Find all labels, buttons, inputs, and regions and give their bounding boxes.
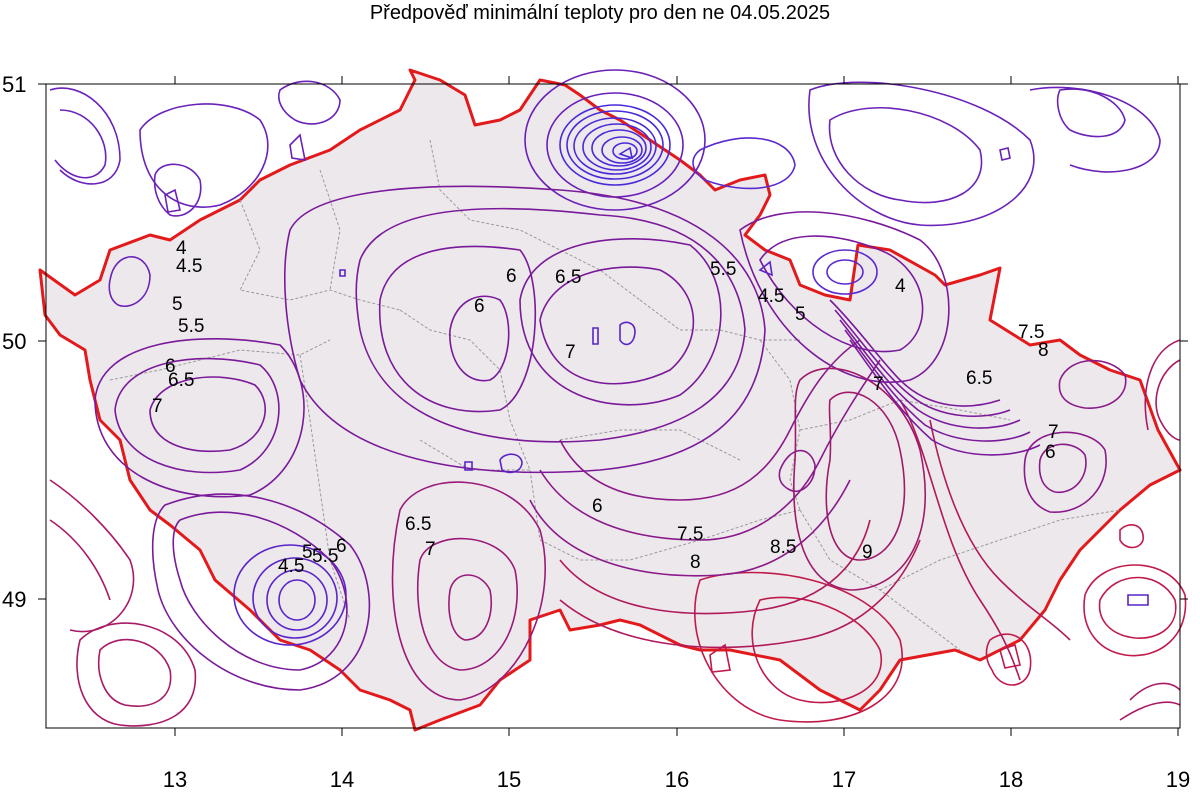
x-tick-label: 19 [1166, 767, 1190, 792]
x-tick-label: 16 [665, 767, 689, 792]
y-tick-labels: 51 50 49 [2, 72, 26, 612]
x-tick-label: 18 [999, 767, 1023, 792]
x-tick-label: 17 [832, 767, 856, 792]
contour-label: 5.5 [312, 546, 338, 567]
y-tick-label: 49 [2, 587, 26, 612]
contour-label: 8.5 [770, 537, 796, 558]
y-tick-label: 50 [2, 329, 26, 354]
contour-cluster-moravia [778, 359, 1127, 513]
contour-label: 6 [165, 356, 176, 377]
contour-label: 7.5 [677, 524, 703, 545]
x-tick-label: 14 [330, 767, 354, 792]
contour-label: 6 [592, 496, 603, 517]
contour-label: 5 [172, 294, 183, 315]
contour-label: 4.5 [176, 256, 202, 277]
contour-label: 7 [425, 539, 436, 560]
contour-label: 6.5 [168, 370, 194, 391]
contour-label: 6 [474, 296, 485, 317]
contour-cluster-west [94, 338, 305, 498]
x-tick-label: 13 [163, 767, 187, 792]
country-shape [38, 68, 1182, 732]
contour-cluster-south [391, 481, 546, 701]
contour-label: 5 [795, 304, 806, 325]
contour-label: 9 [862, 542, 873, 563]
contour-label: 8 [1038, 340, 1049, 361]
contour-label: 7.5 [1018, 322, 1044, 343]
contour-label: 4 [176, 238, 187, 259]
contour-band-east [829, 299, 1041, 456]
contour-label: 5.5 [710, 259, 736, 280]
contour-label: 5.5 [178, 316, 204, 337]
contour-label: 6.5 [966, 368, 992, 389]
y-axis [38, 83, 1188, 600]
x-axis [174, 76, 1179, 736]
y-tick-label: 51 [2, 72, 26, 97]
contour-label: 7 [565, 342, 576, 363]
x-tick-labels: 13 14 15 16 17 18 19 [163, 767, 1190, 792]
contour-label: 6 [506, 266, 517, 287]
contour-label: 6 [1045, 442, 1056, 463]
map-title: Předpověď minimální teploty pro den ne 0… [369, 2, 831, 24]
contour-label: 7 [1048, 422, 1059, 443]
contour-outer [49, 80, 1161, 307]
contour-cluster-krkonose [559, 104, 671, 186]
contour-label: 6.5 [555, 267, 581, 288]
contour-cluster-sumava [233, 544, 347, 646]
contour-lines [49, 69, 1187, 727]
x-tick-label: 15 [497, 767, 521, 792]
contour-label: 8 [690, 552, 701, 573]
contour-labels: 4 4.5 5 5.5 6 6.5 7 6 6.5 6 7 5.5 4.5 5 … [152, 238, 1059, 577]
contour-cluster-central [284, 185, 766, 474]
contour-cluster-northeast [692, 137, 878, 295]
contour-label: 5 [302, 542, 313, 563]
contour-label: 4.5 [758, 286, 784, 307]
contour-label: 7 [152, 396, 163, 417]
contour-label: 6 [336, 536, 347, 557]
contour-label: 7 [873, 374, 884, 395]
contour-label: 4.5 [278, 556, 304, 577]
contour-label: 4 [895, 276, 906, 297]
contour-label: 6.5 [405, 514, 431, 535]
